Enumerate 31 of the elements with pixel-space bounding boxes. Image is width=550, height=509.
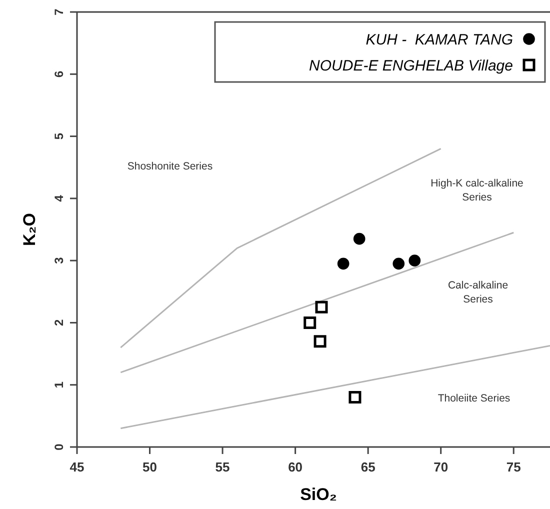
- y-tick-label: 2: [52, 319, 66, 326]
- point: [348, 391, 362, 404]
- x-tick-label: 50: [142, 459, 158, 474]
- y-tick-label: 3: [52, 256, 66, 264]
- x-tick-label: 65: [360, 459, 376, 474]
- annotation: Tholeiite Series: [438, 392, 510, 405]
- point: [314, 335, 326, 348]
- y-tick-label: 5: [52, 132, 66, 140]
- point: [353, 232, 366, 245]
- legend-label: NOUDE-E ENGHELAB Village: [309, 57, 513, 74]
- annotation: High-K calc-alkaline Series: [430, 178, 524, 204]
- point: [315, 300, 328, 314]
- y-tick-label: 1: [52, 381, 66, 388]
- x-tick-label: 45: [70, 459, 84, 474]
- y-axis-title: K₂O: [20, 212, 39, 246]
- x-tick-label: 70: [434, 459, 448, 474]
- legend-label: KUH - KAMAR TANG: [366, 31, 514, 48]
- x-tick-label: 75: [506, 459, 521, 474]
- y-tick-label: 7: [52, 8, 66, 16]
- x-tick-label: 55: [215, 459, 230, 474]
- point: [304, 316, 316, 329]
- point: [392, 258, 405, 270]
- y-tick-label: 0: [52, 443, 66, 450]
- y-tick-label: 4: [52, 194, 66, 202]
- x-axis-title: SiO₂: [300, 485, 337, 504]
- point: [337, 258, 350, 270]
- annotation: Calc-alkaline Series: [448, 280, 508, 306]
- point: [408, 254, 421, 266]
- annotation: Shoshonite Series: [127, 160, 213, 173]
- y-tick-label: 6: [52, 70, 66, 78]
- x-tick-label: 60: [288, 459, 303, 474]
